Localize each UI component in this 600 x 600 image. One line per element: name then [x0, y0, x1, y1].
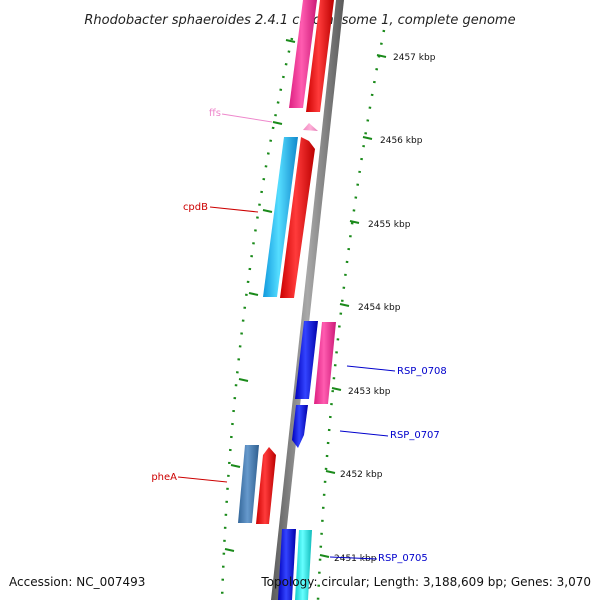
- outer-ring-ticks: [319, 54, 387, 558]
- scale-label-2456: 2456 kbp: [380, 136, 423, 146]
- kbp-tick: [319, 554, 330, 558]
- leader-rsp0707: [339, 430, 389, 437]
- scale-label-2457: 2457 kbp: [393, 53, 436, 63]
- leader-pheA: [177, 476, 228, 483]
- kbp-tick: [325, 470, 336, 474]
- gene-red-top[interactable]: [306, 0, 334, 112]
- gene-pheA-red[interactable]: [256, 447, 276, 524]
- inner-ring-ticks: [224, 39, 296, 552]
- leader-ffs: [221, 113, 273, 123]
- leader-rsp0705: [329, 556, 378, 560]
- gene-rsp0705-aqua[interactable]: [295, 530, 312, 600]
- scale-label-2451: 2451 kbp: [334, 554, 377, 564]
- gene-cpdB-cyan[interactable]: [263, 137, 298, 297]
- gene-rsp0707-blue[interactable]: [292, 405, 308, 448]
- gene-pheA-steel[interactable]: [238, 445, 259, 523]
- gene-bottom-blue[interactable]: [278, 529, 296, 600]
- leader-rsp0708: [346, 365, 396, 372]
- gene-cpdB-red[interactable]: [280, 137, 315, 298]
- leader-cpdB: [209, 206, 259, 213]
- genome-summary-text: Topology: circular; Length: 3,188,609 bp…: [260, 575, 591, 589]
- gene-label-pheA[interactable]: pheA: [151, 472, 177, 483]
- inner-tick: [285, 39, 296, 43]
- chromosome-backbone: [271, 0, 344, 600]
- inner-tick: [262, 209, 273, 213]
- inner-tick: [238, 378, 249, 382]
- scale-label-2454: 2454 kbp: [358, 303, 401, 313]
- map-title: Rhodobacter sphaeroides 2.4.1 chromosome…: [84, 13, 515, 28]
- inner-tick: [272, 121, 283, 125]
- kbp-tick: [339, 303, 350, 307]
- gene-pink-top[interactable]: [289, 0, 317, 108]
- kbp-tick: [362, 136, 373, 140]
- gene-label-rsp0708[interactable]: RSP_0708: [397, 366, 447, 377]
- gene-rsp0708-pink[interactable]: [314, 322, 336, 404]
- scale-label-2455: 2455 kbp: [368, 220, 411, 230]
- scale-label-2453: 2453 kbp: [348, 387, 391, 397]
- kbp-tick: [331, 387, 342, 391]
- kbp-tick: [349, 220, 360, 224]
- inner-tick: [230, 464, 241, 468]
- kbp-tick: [376, 54, 387, 58]
- accession-text: Accession: NC_007493: [9, 575, 145, 589]
- inner-tick: [248, 292, 259, 296]
- gene-label-ffs[interactable]: ffs: [209, 108, 221, 119]
- gene-ffs[interactable]: [303, 123, 318, 131]
- gene-label-rsp0705[interactable]: RSP_0705: [378, 553, 428, 564]
- gene-rsp0708-blue[interactable]: [295, 321, 318, 399]
- inner-tick: [224, 548, 235, 552]
- scale-label-2452: 2452 kbp: [340, 470, 383, 480]
- gene-label-rsp0707[interactable]: RSP_0707: [390, 430, 440, 441]
- gene-label-cpdB[interactable]: cpdB: [183, 202, 208, 213]
